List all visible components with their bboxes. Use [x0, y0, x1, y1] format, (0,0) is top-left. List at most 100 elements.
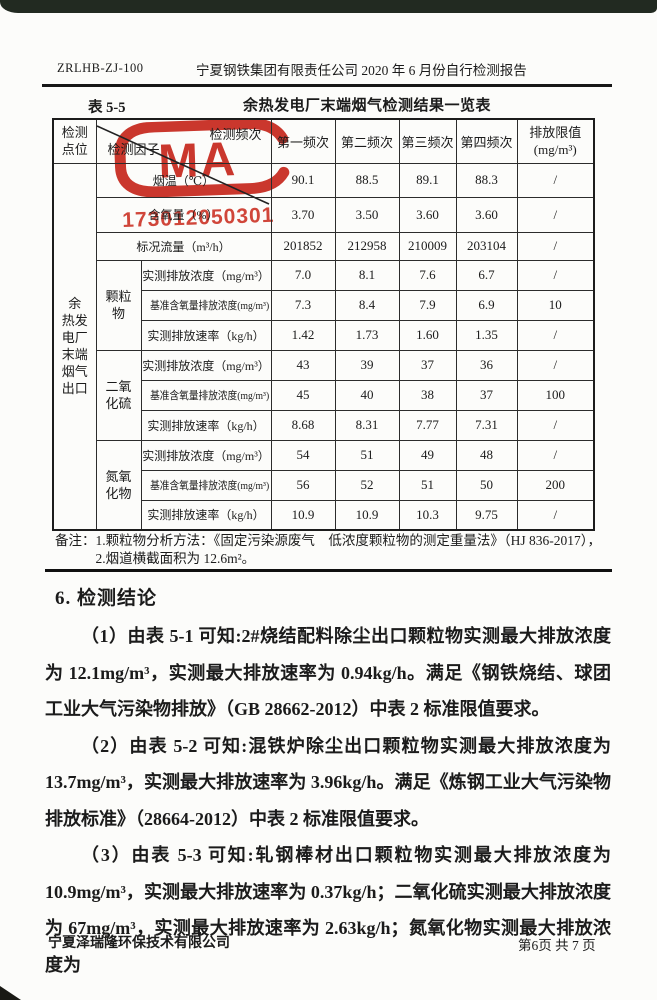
limit-cell: 10 [516, 289, 595, 321]
value-cell: 1.42 [270, 319, 336, 351]
value-cell: 3.60 [398, 196, 457, 233]
value-cell: 7.0 [270, 259, 336, 291]
value-cell: 8.31 [334, 409, 400, 441]
value-cell: 7.31 [455, 409, 518, 441]
report-header-title: 宁夏钢铁集团有限责任公司 2020 年 6 月份自行检测报告 [196, 63, 527, 78]
conclusion-paragraph-1: （1）由表 5-1 可知:2#烧结配料除尘出口颗粒物实测最大排放浓度为 12.1… [45, 626, 611, 719]
limit-cell: 200 [516, 469, 595, 501]
header-factor-frequency-cell: 检测频次 检测因子 [95, 118, 272, 164]
limit-cell: / [516, 439, 595, 471]
row-label-cell: 基准含氧量排放浓度(mg/m³) [140, 379, 272, 411]
table-row: 实测排放速率（kg/h） 10.9 10.9 10.3 9.75 / [53, 499, 595, 531]
scan-corner-artifact [0, 986, 21, 1000]
table-row: 余 热发 电厂 末端 烟气 出口 烟温（℃） 90.1 88.5 89.1 88… [52, 162, 595, 531]
row-label-condensed: 基准含氧量排放浓度(mg/m³) [149, 300, 269, 312]
table-title: 余热发电厂末端烟气检测结果一览表 [243, 98, 492, 114]
header-divider [42, 84, 612, 87]
limit-cell: / [516, 196, 595, 233]
value-cell: 51 [398, 469, 457, 501]
table-row: 颗粒 物 实测排放浓度（mg/m³） 7.0 8.1 7.6 6.7 / [53, 259, 595, 351]
table-row: 基准含氧量排放浓度(mg/m³) 56 52 51 50 200 [53, 469, 595, 501]
footnote-line-1: 1.颗粒物分析方法：《固定污染源废气 低浓度颗粒物的测定重量法》（HJ 836-… [95, 533, 602, 548]
value-cell: 1.73 [334, 319, 400, 351]
table-row: 基准含氧量排放浓度(mg/m³) 45 40 38 37 100 [53, 379, 595, 411]
value-cell: 37 [398, 349, 457, 381]
row-label-cell: 基准含氧量排放浓度(mg/m³) [140, 289, 272, 321]
row-label-cell: 实测排放速率（kg/h） [140, 409, 272, 441]
header-emission-limit: 排放限值 (mg/m³) [516, 118, 595, 164]
value-cell: 1.35 [455, 319, 518, 351]
row-label-condensed: 基准含氧量排放浓度(mg/m³) [149, 390, 269, 402]
footer-page-number: 第6页 共 7 页 [518, 938, 596, 953]
value-cell: 54 [270, 439, 336, 471]
value-cell: 7.9 [398, 289, 457, 321]
point-location-cell: 余 热发 电厂 末端 烟气 出口 [52, 162, 97, 531]
value-cell: 10.9 [270, 499, 336, 531]
conclusion-paragraph-2: （2）由表 5-2 可知:混铁炉除尘出口颗粒物实测最大排放浓度为 13.7mg/… [45, 735, 611, 829]
value-cell: 3.50 [334, 196, 400, 233]
value-cell: 1.60 [398, 319, 457, 351]
limit-cell: / [516, 231, 595, 261]
value-cell: 10.9 [334, 499, 400, 531]
header-factor-label: 检测因子 [107, 141, 160, 157]
group-name-cell: 氮氧 化物 [95, 439, 142, 531]
conclusion-paragraph-3: （3）由表 5-3 可知:轧钢棒材出口颗粒物实测最大排放浓度为 10.9mg/m… [45, 845, 611, 975]
value-cell: 89.1 [398, 162, 457, 198]
footnote-body: 1.颗粒物分析方法：《固定污染源废气 低浓度颗粒物的测定重量法》（HJ 836-… [96, 532, 602, 567]
value-cell: 6.7 [455, 259, 518, 291]
value-cell: 3.60 [455, 196, 518, 233]
table-number-label: 表 5-5 [88, 100, 126, 116]
value-cell: 3.70 [270, 196, 336, 233]
value-cell: 7.77 [398, 409, 457, 441]
value-cell: 45 [270, 379, 336, 411]
footer-company-name: 宁夏泽瑞隆环保技术有限公司 [48, 936, 230, 951]
value-cell: 38 [398, 379, 457, 411]
value-cell: 201852 [270, 231, 336, 261]
value-cell: 7.6 [398, 259, 457, 291]
footnote-line-2: 2.烟道横截面积为 12.6m²。 [95, 550, 256, 566]
row-label-cell: 实测排放浓度（mg/m³） [140, 259, 272, 291]
value-cell: 10.3 [398, 499, 457, 531]
value-cell: 90.1 [270, 162, 336, 198]
value-cell: 40 [334, 379, 400, 411]
header-freq-2: 第二频次 [334, 118, 400, 164]
value-cell: 50 [455, 469, 518, 501]
limit-cell: / [516, 499, 595, 531]
conclusion-section: 6. 检测结论 （1）由表 5-1 可知:2#烧结配料除尘出口颗粒物实测最大排放… [45, 586, 611, 983]
table-row: 二氧 化硫 实测排放浓度（mg/m³） 43 39 37 36 / [53, 349, 595, 441]
header-freq-4: 第四频次 [455, 118, 518, 164]
conclusion-heading: 6. 检测结论 [55, 588, 158, 609]
row-label-cell: 实测排放速率（kg/h） [140, 319, 272, 351]
value-cell: 37 [455, 379, 518, 411]
value-cell: 9.75 [455, 499, 518, 531]
value-cell: 212958 [334, 231, 400, 261]
value-cell: 210009 [398, 231, 457, 261]
row-label-cell: 基准含氧量排放浓度(mg/m³) [140, 469, 272, 501]
header-freq-1: 第一频次 [270, 118, 336, 164]
limit-cell: / [516, 259, 595, 291]
table-row: 氮氧 化物 实测排放浓度（mg/m³） 54 51 49 48 / [53, 439, 595, 531]
table-row: 实测排放速率（kg/h） 8.68 8.31 7.77 7.31 / [53, 409, 595, 441]
value-cell: 6.9 [455, 289, 518, 321]
value-cell: 39 [334, 349, 400, 381]
table-footnotes: 备注： 1.颗粒物分析方法：《固定污染源废气 低浓度颗粒物的测定重量法》（HJ … [55, 532, 603, 567]
value-cell: 8.4 [334, 289, 400, 321]
value-cell: 36 [455, 349, 518, 381]
emission-results-table: 检测 点位 检测频次 检测因子 第一频次 第二频次 第三频次 第四频次 排放限值… [52, 118, 595, 531]
table-row: 标况流量（m³/h） 201852 212958 210009 203104 / [53, 231, 595, 261]
row-label-condensed: 基准含氧量排放浓度(mg/m³) [149, 480, 269, 492]
value-cell: 88.3 [455, 162, 518, 198]
value-cell: 52 [334, 469, 400, 501]
row-label-cell: 含氧量（%） [95, 196, 272, 233]
value-cell: 8.68 [270, 409, 336, 441]
limit-cell: / [516, 409, 595, 441]
row-label-cell: 实测排放浓度（mg/m³） [140, 349, 272, 381]
header-frequency-label: 检测频次 [209, 127, 262, 142]
footnote-prefix: 备注： [55, 533, 96, 548]
section-divider [45, 569, 612, 572]
group-name-cell: 颗粒 物 [95, 259, 142, 351]
value-cell: 203104 [455, 231, 518, 261]
limit-cell: / [516, 162, 595, 198]
row-label-cell: 实测排放速率（kg/h） [140, 499, 272, 531]
